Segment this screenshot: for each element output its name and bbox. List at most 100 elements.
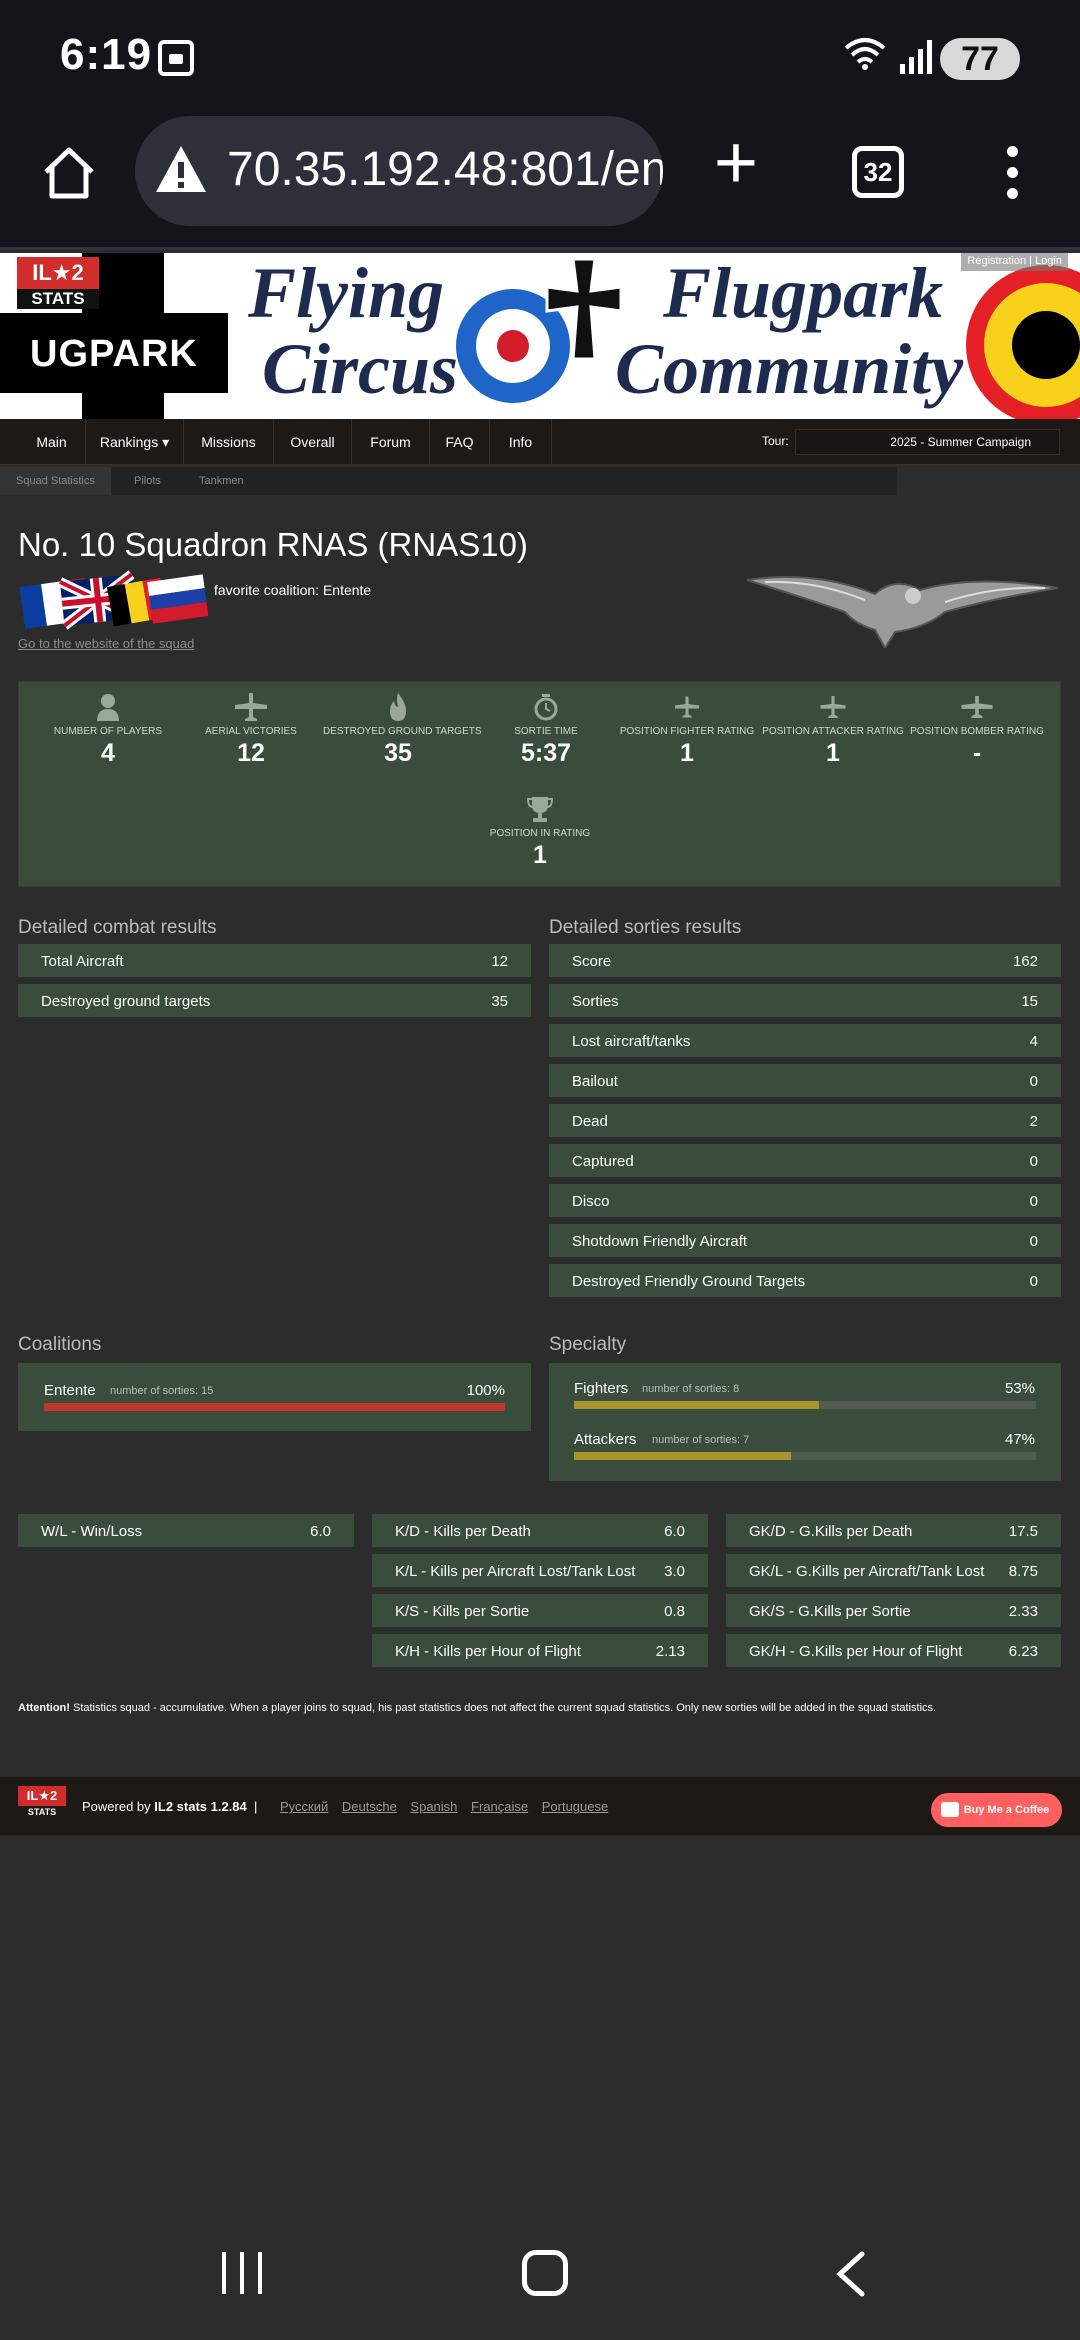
coalition-flags-icon (18, 570, 209, 630)
ratio-row-label: GK/D - G.Kills per Death (749, 1523, 913, 1540)
screenshot-icon (158, 40, 194, 76)
sorties-results-heading: Detailed sorties results (549, 917, 742, 938)
nav-rankings[interactable]: Rankings ▾ (86, 419, 184, 465)
combat-row-destroyed-ground-targets: Destroyed ground targets 35 (18, 984, 531, 1019)
ratio-row: GK/L - G.Kills per Aircraft/Tank Lost 8.7… (726, 1554, 1061, 1589)
specialty-attackers-sorties: number of sorties: 7 (652, 1434, 750, 1446)
squad-stats-card: NUMBER OF PLAYERS 4 AERIAL VICTORIES 12 … (18, 681, 1061, 887)
ratio-row-label: GK/S - G.Kills per Sortie (749, 1603, 911, 1620)
tour-select[interactable]: 2025 - Summer Campaign (795, 429, 1060, 455)
stat-position-in-rating: POSITION IN RATING 1 (465, 794, 615, 870)
specialty-attackers-percent: 47% (1004, 1431, 1035, 1448)
ratio-row-label: K/D - Kills per Death (395, 1523, 531, 1540)
buy-me-a-coffee-button[interactable]: Buy Me a Coffee (931, 1793, 1062, 1827)
stat-position-fighter-rating: POSITION FIGHTER RATING 1 (612, 692, 762, 768)
ratio-row-label: W/L - Win/Loss (41, 1523, 143, 1540)
ratio-row-label: GK/H - G.Kills per Hour of Flight (749, 1643, 963, 1660)
nav-info[interactable]: Info (490, 419, 552, 465)
ratio-row: GK/D - G.Kills per Death 17.5 (726, 1514, 1061, 1549)
ratio-row-value: 6.23 (1008, 1643, 1038, 1660)
system-home-icon[interactable] (522, 2250, 568, 2296)
tab-switcher-button[interactable]: 32 (852, 146, 904, 198)
sorties-row-label: Destroyed Friendly Ground Targets (572, 1273, 806, 1290)
banner-title-circus: Circus (262, 329, 459, 409)
cell-signal-icon (900, 40, 932, 74)
plane-icon (176, 692, 326, 722)
favorite-coalition: favorite coalition: Entente (214, 582, 372, 598)
sorties-row-label: Captured (572, 1153, 634, 1170)
specialty-attackers-label: Attackers (574, 1431, 637, 1448)
back-icon[interactable] (830, 2250, 870, 2298)
ratio-row: K/S - Kills per Sortie 0.8 (372, 1594, 708, 1629)
sorties-row: Captured 0 (549, 1144, 1061, 1179)
coalitions-heading: Coalitions (18, 1334, 102, 1355)
tab-pilots[interactable]: Pilots (134, 475, 161, 487)
address-bar[interactable]: 70.35.192.48:801/en/s (135, 116, 663, 226)
fire-icon (323, 692, 473, 722)
ratio-row-value: 17.5 (1008, 1523, 1038, 1540)
home-icon[interactable] (40, 144, 98, 202)
nav-missions[interactable]: Missions (184, 419, 274, 465)
banner-title-flying: Flying (248, 253, 445, 333)
coalition-entente-label: Entente (44, 1382, 96, 1399)
site-footer: IL★2 STATS Powered by IL2 stats 1.2.84 |… (0, 1777, 1080, 1835)
ratio-row-label: GK/L - G.Kills per Aircraft/Tank Lost (749, 1563, 985, 1580)
belgian-roundel-icon (966, 265, 1080, 419)
stopwatch-icon (471, 692, 621, 722)
status-time: 6:19 (60, 30, 153, 79)
ratio-row-label: K/S - Kills per Sortie (395, 1603, 530, 1620)
bar-fill (44, 1403, 505, 1411)
coalition-entente-bar (44, 1403, 505, 1411)
language-links: Русский Deutsche Spanish Française Portu… (280, 1799, 618, 1814)
ratio-row: K/H - Kills per Hour of Flight 2.13 (372, 1634, 708, 1669)
registration-link[interactable]: Registration (967, 255, 1027, 267)
bomber-icon (902, 692, 1052, 722)
banner-title-community: Community (615, 329, 964, 409)
sorties-row-label: Shotdown Friendly Aircraft (572, 1233, 748, 1250)
stat-position-attacker-rating: POSITION ATTACKER RATING 1 (758, 692, 908, 768)
site-banner[interactable]: UGPARK IL★2 STATS Flying Circus Flugpark… (0, 253, 1080, 419)
ratio-row: GK/H - G.Kills per Hour of Flight 6.23 (726, 1634, 1061, 1669)
tab-squad-statistics[interactable]: Squad Statistics (0, 467, 111, 495)
ratio-row: GK/S - G.Kills per Sortie 2.33 (726, 1594, 1061, 1629)
sorties-row: Score 162 (549, 944, 1061, 979)
login-link[interactable]: Login (1035, 255, 1062, 267)
lang-portuguese-link[interactable]: Portuguese (541, 1799, 609, 1814)
sorties-row-label: Dead (572, 1113, 608, 1130)
lang-spanish-link[interactable]: Spanish (410, 1799, 458, 1814)
lang-french-link[interactable]: Française (471, 1799, 529, 1814)
stat-destroyed-ground-targets: DESTROYED GROUND TARGETS 35 (323, 692, 482, 768)
url-text[interactable]: 70.35.192.48:801/en/s (227, 143, 663, 196)
recents-icon[interactable] (222, 2252, 266, 2294)
battery-indicator: 77 (940, 38, 1020, 80)
footer-il2-stats-logo[interactable]: IL★2 STATS (18, 1786, 66, 1818)
bar-fill (574, 1452, 792, 1460)
sub-nav: Squad Statistics Pilots Tankmen (0, 467, 897, 495)
tab-tankmen[interactable]: Tankmen (199, 475, 244, 487)
combat-row-total-aircraft: Total Aircraft 12 (18, 944, 531, 979)
lang-russian-link[interactable]: Русский (280, 1799, 329, 1814)
new-tab-icon[interactable]: + (713, 120, 759, 205)
il2-stats-logo[interactable]: IL★2 STATS (17, 257, 99, 309)
sorties-row: Bailout 0 (549, 1064, 1061, 1099)
banner-title-flugpark: Flugpark (663, 253, 944, 333)
nav-faq[interactable]: FAQ (430, 419, 490, 465)
lang-german-link[interactable]: Deutsche (341, 1799, 397, 1814)
warning-icon[interactable] (153, 142, 209, 198)
banner-left-text: UGPARK (30, 333, 198, 375)
nav-overall[interactable]: Overall (274, 419, 352, 465)
squad-website-link[interactable]: Go to the website of the squad (18, 636, 195, 651)
nav-main[interactable]: Main (18, 419, 86, 465)
coalition-entente-sorties: number of sorties: 15 (110, 1385, 214, 1397)
sorties-row-value: 0 (1029, 1193, 1038, 1210)
coalition-entente-percent: 100% (466, 1382, 505, 1399)
ratio-row-value: 0.8 (664, 1603, 685, 1620)
main-nav: Main Rankings ▾ Missions Overall Forum F… (0, 419, 1080, 465)
ratio-row-value: 6.0 (664, 1523, 685, 1540)
more-menu-icon[interactable] (1000, 142, 1024, 202)
system-nav-bar (0, 2210, 1080, 2340)
ratio-row-value: 8.75 (1008, 1563, 1038, 1580)
ratio-row-value: 2.33 (1008, 1603, 1038, 1620)
nav-forum[interactable]: Forum (352, 419, 430, 465)
ratio-row: W/L - Win/Loss 6.0 (18, 1514, 354, 1549)
